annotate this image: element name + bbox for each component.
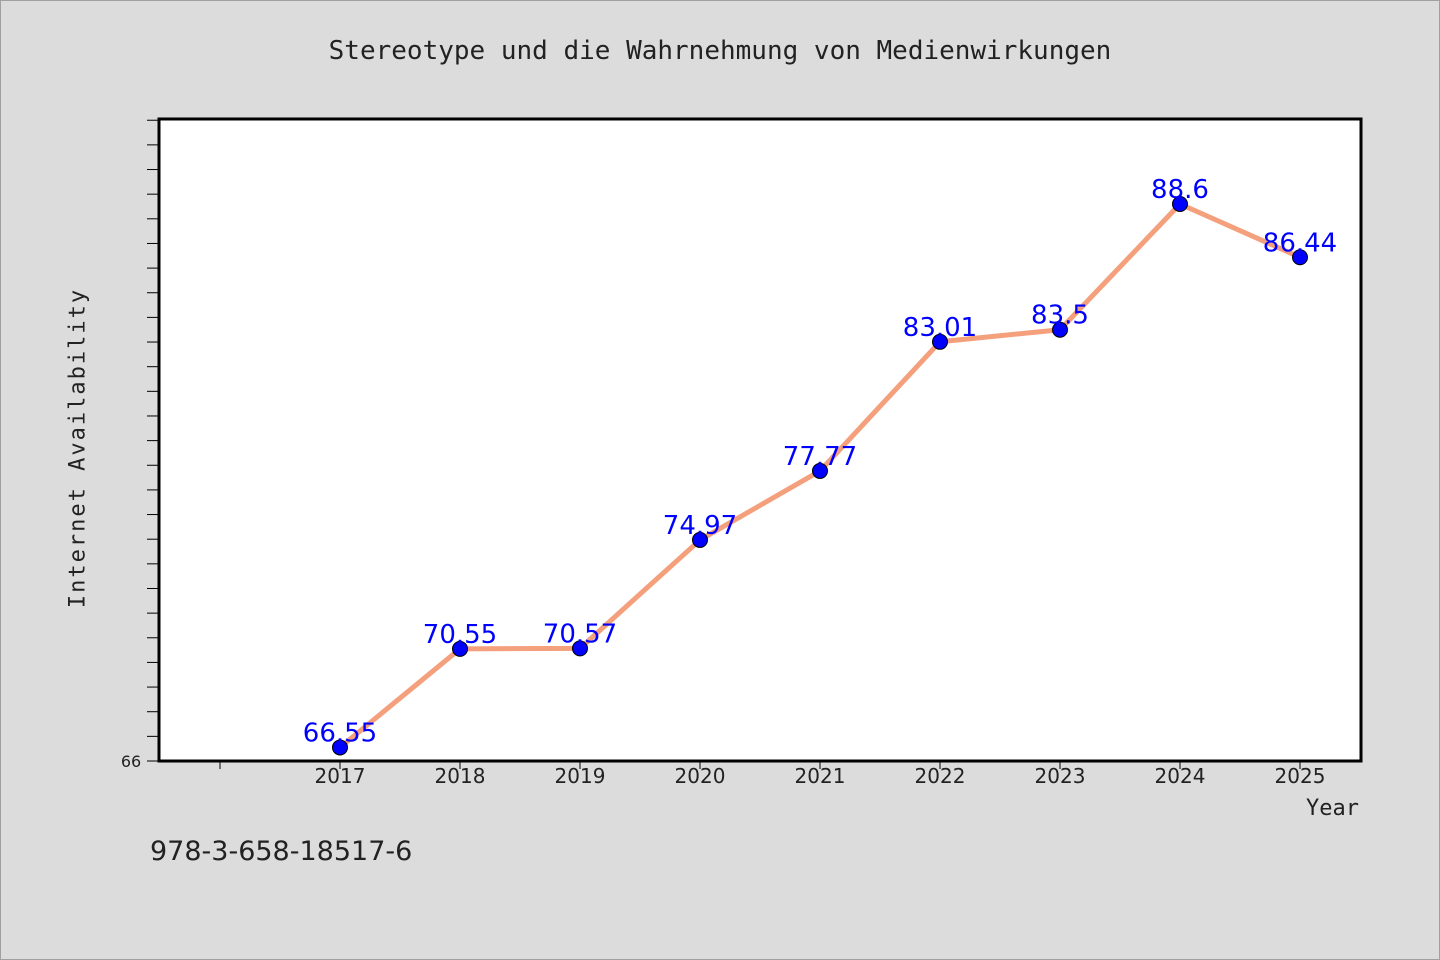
data-markers (332, 196, 1308, 756)
x-tick-label: 2024 (1155, 764, 1206, 788)
isbn-text: 978-3-658-18517-6 (150, 836, 413, 867)
x-axis-title: Year (1306, 796, 1359, 821)
plot-area (157, 117, 1363, 763)
x-tick-label: 2025 (1275, 764, 1326, 788)
data-label: 83.01 (903, 313, 977, 343)
x-tick-label: 2021 (795, 764, 846, 788)
x-axis-ticks: 2017 2018 2019 2020 2021 2022 2023 2024 2025 (219, 761, 1326, 788)
data-label: 74.97 (663, 511, 737, 541)
x-tick-label: 2018 (435, 764, 486, 788)
data-labels: 66.55 70.55 70.57 74.97 77.77 83.01 83.5 88.6 86… (303, 175, 1337, 748)
data-point (812, 462, 828, 479)
data-label: 86.44 (1263, 228, 1337, 258)
data-point (1052, 321, 1068, 338)
data-label: 70.57 (543, 619, 617, 649)
data-point (1172, 196, 1188, 213)
data-point (692, 531, 708, 548)
chart-title: Stereotype und die Wahrnehmung von Medie… (328, 36, 1112, 66)
data-point (572, 640, 588, 657)
y-tick-label: 66 (121, 752, 141, 771)
data-label: 70.55 (423, 620, 497, 650)
data-point (452, 640, 468, 657)
x-tick-label: 2019 (555, 764, 606, 788)
data-point (1292, 249, 1308, 266)
data-label: 88.6 (1151, 175, 1209, 205)
data-point (932, 333, 948, 350)
x-tick-label: 2020 (675, 764, 726, 788)
x-tick-label: 2022 (915, 764, 966, 788)
y-axis-ticks: 66 (121, 119, 159, 771)
data-point (332, 739, 348, 756)
x-tick-label: 2023 (1035, 764, 1086, 788)
x-tick-label: 2017 (315, 764, 366, 788)
data-label: 66.55 (303, 718, 377, 748)
data-label: 77.77 (783, 442, 857, 472)
data-label: 83.5 (1031, 301, 1089, 331)
